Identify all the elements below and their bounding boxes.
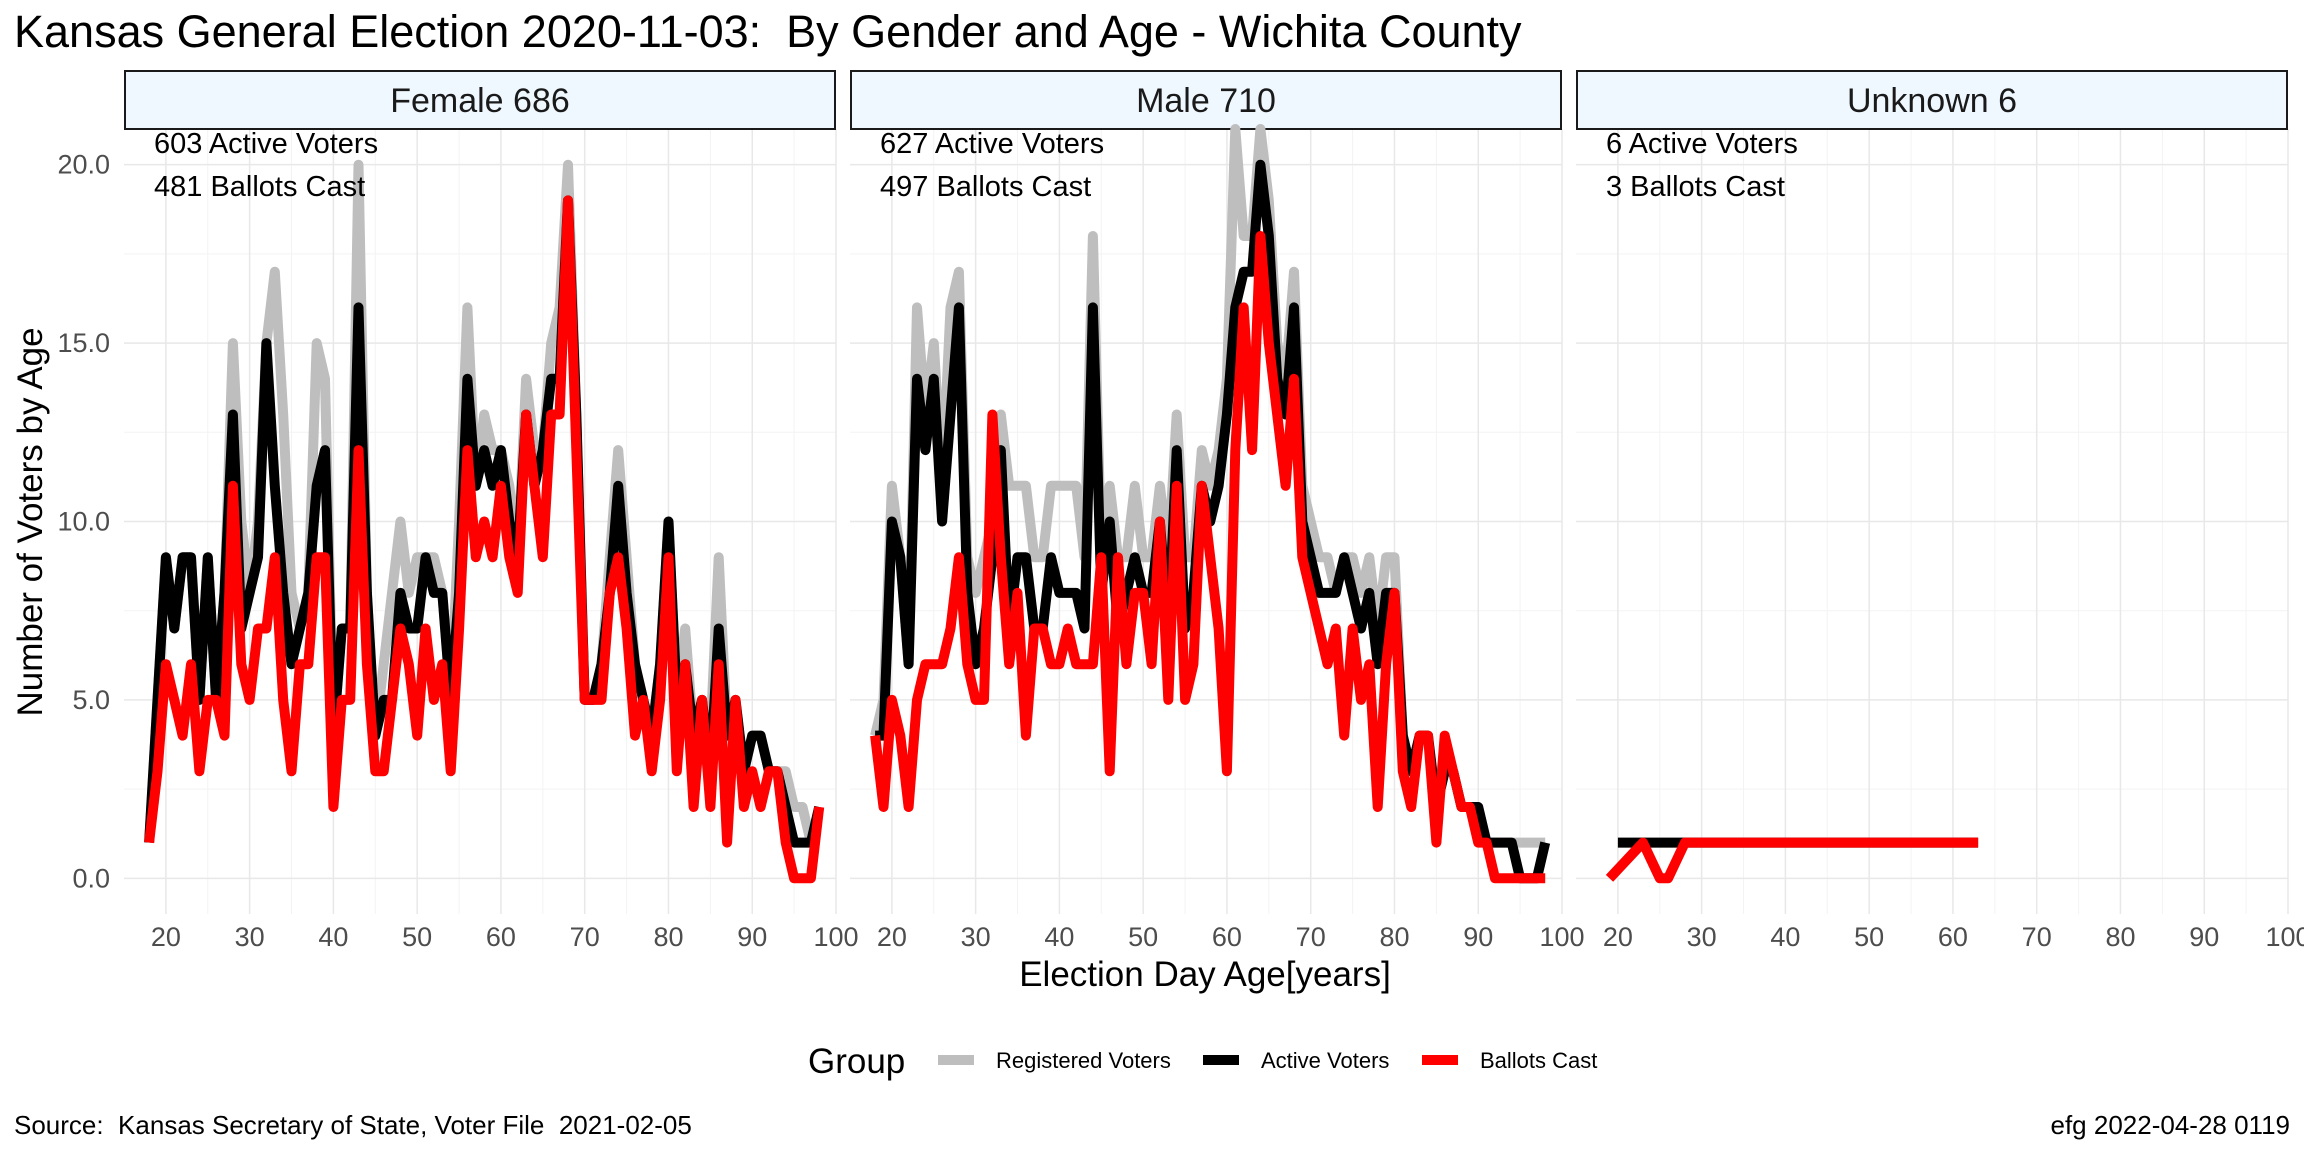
panel-annotation: 481 Ballots Cast	[154, 171, 365, 203]
x-tick-label: 40	[1044, 922, 1074, 952]
x-tick-label: 20	[877, 922, 907, 952]
facet-panel-2: Male 710 627 Active Voters 497 Ballots Cas…	[850, 70, 1585, 952]
x-tick-label: 50	[1128, 922, 1158, 952]
x-tick-label: 70	[2022, 922, 2052, 952]
panel-annotation: 3 Ballots Cast	[1606, 171, 1785, 203]
x-tick-label: 60	[1938, 922, 1968, 952]
y-tick-label: 0.0	[72, 863, 110, 893]
legend-label-ballots-cast: Ballots Cast	[1480, 1048, 1597, 1073]
series-line-ballots-cast	[1605, 837, 1979, 884]
x-tick-label: 100	[1539, 922, 1584, 952]
x-tick-label: 20	[151, 922, 181, 952]
facet-strip	[1576, 70, 2288, 130]
facet-strip-label: Female 686	[390, 82, 570, 120]
facet-strip	[124, 70, 836, 130]
x-tick-label: 40	[318, 922, 348, 952]
panel-annotation: 627 Active Voters	[880, 128, 1104, 160]
source-caption: Source: Kansas Secretary of State, Voter…	[14, 1110, 692, 1140]
x-tick-label: 70	[570, 922, 600, 952]
facet-strip-label: Unknown 6	[1847, 82, 2017, 120]
x-tick-label: 40	[1770, 922, 1800, 952]
x-tick-label: 60	[1212, 922, 1242, 952]
y-tick-label: 15.0	[57, 328, 110, 358]
x-tick-label: 90	[737, 922, 767, 952]
x-tick-label: 100	[813, 922, 858, 952]
y-tick-label: 20.0	[57, 150, 110, 180]
y-axis-title: Number of Voters by Age	[11, 327, 50, 716]
y-tick-label: 10.0	[57, 507, 110, 537]
facet-strip	[850, 70, 1562, 130]
x-tick-label: 30	[235, 922, 265, 952]
y-tick-label: 5.0	[72, 685, 110, 715]
chart-title: Kansas General Election 2020-11-03: By G…	[14, 6, 1522, 57]
x-tick-label: 50	[1854, 922, 1884, 952]
x-tick-label: 50	[402, 922, 432, 952]
x-tick-label: 100	[2265, 922, 2304, 952]
x-tick-label: 70	[1296, 922, 1326, 952]
legend: Group Registered Voters Active Voters Ballo…	[808, 1042, 1597, 1081]
x-tick-label: 30	[961, 922, 991, 952]
credit-caption: efg 2022-04-28 0119	[2050, 1110, 2291, 1140]
x-tick-label: 30	[1687, 922, 1717, 952]
facet-panel-3: Unknown 6 6 Active Voters 3 Ballots Cast 20…	[1576, 70, 2304, 952]
legend-label-active-voters: Active Voters	[1261, 1048, 1389, 1073]
panel-annotation: 6 Active Voters	[1606, 128, 1798, 160]
x-tick-label: 90	[2189, 922, 2219, 952]
facet-strip-label: Male 710	[1136, 82, 1276, 120]
legend-title: Group	[808, 1042, 905, 1081]
x-tick-label: 80	[1379, 922, 1409, 952]
panel-annotation: 497 Ballots Cast	[880, 171, 1091, 203]
series-line-ballots-cast	[144, 195, 825, 884]
x-tick-label: 20	[1603, 922, 1633, 952]
x-axis-title: Election Day Age[years]	[1019, 955, 1391, 994]
series-line-ballots-cast	[870, 231, 1546, 884]
x-tick-label: 80	[653, 922, 683, 952]
facet-panel-1: Female 686 603 Active Voters 481 Ballots C…	[124, 70, 859, 952]
x-tick-label: 60	[486, 922, 516, 952]
legend-label-registered-voters: Registered Voters	[996, 1048, 1171, 1073]
panel-annotation: 603 Active Voters	[154, 128, 378, 160]
x-tick-label: 90	[1463, 922, 1493, 952]
x-tick-label: 80	[2105, 922, 2135, 952]
